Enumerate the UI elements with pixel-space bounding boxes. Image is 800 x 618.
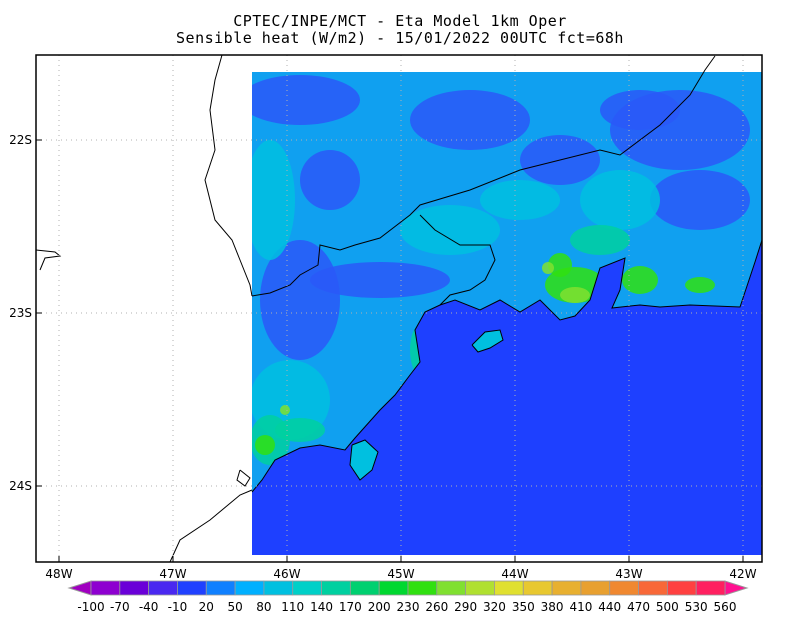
field-patch: [252, 75, 360, 125]
boundary-line: [349, 439, 379, 481]
colorbar-box: [119, 580, 150, 596]
colorbar-box: [177, 580, 207, 596]
boundary-line: [471, 329, 504, 353]
boundary-line: [236, 469, 251, 487]
colorbar-label: 170: [339, 600, 362, 614]
x-tick-label: 43W: [615, 567, 642, 581]
field-patch: [685, 277, 715, 293]
boundary-line: [251, 239, 763, 493]
field-patch: [255, 435, 275, 455]
grid-lines: [36, 55, 762, 562]
colorbar-label: 380: [541, 600, 564, 614]
colorbar-label: 320: [483, 600, 506, 614]
x-tick-label: 48W: [45, 567, 72, 581]
boundary-line: [169, 489, 253, 563]
boundary-line: [204, 54, 253, 297]
colorbar-box: [234, 580, 265, 596]
colorbar-label: 230: [397, 600, 420, 614]
y-tick-label: 22S: [9, 133, 32, 147]
field-patch: [548, 253, 572, 277]
field-patch: [570, 225, 630, 255]
coastline-and-borders: [35, 54, 763, 563]
boundary-line: [419, 214, 496, 306]
colorbar-box: [695, 580, 726, 596]
field-patch: [300, 150, 360, 210]
colorbar-box: [263, 580, 294, 596]
x-tick-label: 45W: [387, 567, 414, 581]
field-patch: [280, 405, 290, 415]
colorbar-box: [465, 580, 495, 596]
colorbar-label: 20: [199, 600, 214, 614]
field-patch: [275, 418, 325, 442]
colorbar-label: 50: [227, 600, 242, 614]
field-patch: [480, 180, 560, 220]
island: [472, 330, 503, 352]
colorbar-label: 140: [310, 600, 333, 614]
colorbar-box: [349, 580, 380, 596]
field-patch: [622, 266, 658, 294]
colorbar-label: -70: [110, 600, 130, 614]
colorbar-over-arrow: [724, 580, 749, 596]
colorbar-label: -10: [168, 600, 188, 614]
colorbar-box: [580, 580, 611, 596]
x-tick-label: 46W: [273, 567, 300, 581]
field-patch: [580, 170, 660, 230]
colorbar-box: [609, 580, 639, 596]
colorbar-box: [292, 580, 322, 596]
colorbar-label: 500: [656, 600, 679, 614]
island: [350, 440, 378, 480]
field-patch: [650, 170, 750, 230]
x-tick-label: 44W: [501, 567, 528, 581]
colorbar-label: 290: [454, 600, 477, 614]
colorbar-label: 530: [685, 600, 708, 614]
field-patch: [310, 262, 450, 298]
colorbar-label: 440: [598, 600, 621, 614]
colorbar-label: 470: [627, 600, 650, 614]
colorbar-box: [494, 580, 524, 596]
chart-title-line2: Sensible heat (W/m2) - 15/01/2022 00UTC …: [176, 29, 624, 47]
axis-ticks: 48W 47W 46W 45W 44W 43W 42W 22S 23S 24S: [9, 133, 757, 581]
field-patch: [252, 140, 295, 260]
field-patch: [400, 205, 500, 255]
colorbar-label: 350: [512, 600, 535, 614]
colorbar-label: 110: [281, 600, 304, 614]
chart-title-line1: CPTEC/INPE/MCT - Eta Model 1km Oper: [233, 12, 567, 30]
colorbar-box: [522, 580, 553, 596]
colorbar-box: [90, 580, 121, 596]
boundary-line: [251, 55, 716, 297]
colorbar-label: 200: [368, 600, 391, 614]
colorbar-label: 80: [256, 600, 271, 614]
field-patch: [560, 287, 590, 303]
colorbar-box: [638, 580, 668, 596]
boundary-line: [35, 249, 62, 271]
y-tick-label: 24S: [9, 479, 32, 493]
field-patch: [410, 90, 530, 150]
colorbar: -100 -70 -40 -10 20 50 80 110 140 170 200 230 260 290…: [67, 580, 749, 614]
data-field: [252, 72, 762, 555]
colorbar-label: 410: [569, 600, 592, 614]
y-tick-label: 23S: [9, 306, 32, 320]
colorbar-under-arrow: [67, 580, 92, 596]
colorbar-label: -100: [77, 600, 104, 614]
colorbar-label: -40: [139, 600, 159, 614]
field-patch: [542, 262, 554, 274]
x-tick-label: 47W: [159, 567, 186, 581]
field-patch: [600, 90, 680, 130]
colorbar-box: [407, 580, 438, 596]
colorbar-box: [205, 580, 236, 596]
colorbar-label: 260: [425, 600, 448, 614]
colorbar-box: [666, 580, 697, 596]
field-patch: [260, 240, 340, 360]
colorbar-box: [436, 580, 467, 596]
colorbar-box: [551, 580, 582, 596]
colorbar-box: [148, 580, 178, 596]
colorbar-label: 560: [714, 600, 737, 614]
plot-frame: [35, 54, 763, 563]
x-tick-label: 42W: [729, 567, 756, 581]
colorbar-box: [321, 580, 351, 596]
colorbar-box: [378, 580, 409, 596]
